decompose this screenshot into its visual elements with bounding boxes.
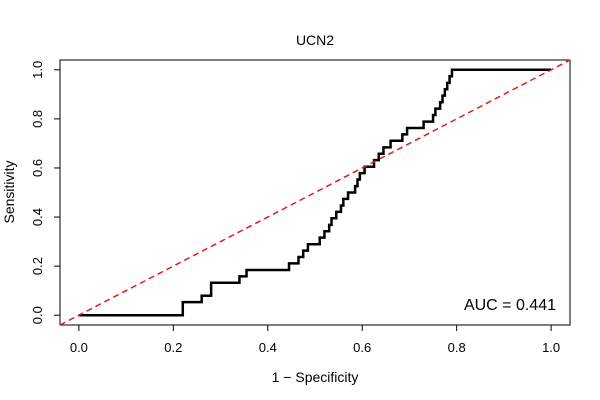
x-tick-label: 0.4 <box>259 340 277 355</box>
chart-title: UCN2 <box>296 32 334 48</box>
x-tick-label: 0.0 <box>70 340 88 355</box>
y-tick-label: 0.6 <box>30 159 45 177</box>
y-tick-label: 0.4 <box>30 208 45 226</box>
y-tick-label: 0.2 <box>30 257 45 275</box>
y-tick-label: 1.0 <box>30 61 45 79</box>
x-axis-label: 1 − Specificity <box>272 369 359 385</box>
auc-annotation: AUC = 0.441 <box>464 297 556 314</box>
y-tick-label: 0.0 <box>30 306 45 324</box>
x-axis: 0.0 0.2 0.4 0.6 0.8 1.0 <box>70 324 560 355</box>
plot-frame <box>59 59 571 326</box>
y-axis-label: Sensitivity <box>1 160 17 223</box>
series-layer <box>59 59 571 326</box>
x-tick-label: 0.6 <box>353 340 371 355</box>
reference-diagonal-line <box>59 59 571 326</box>
roc-curve <box>78 68 552 317</box>
x-tick-label: 1.0 <box>542 340 560 355</box>
x-tick-label: 0.2 <box>164 340 182 355</box>
x-tick-label: 0.8 <box>448 340 466 355</box>
y-axis: 0.0 0.2 0.4 0.6 0.8 1.0 <box>30 61 61 324</box>
y-tick-label: 0.8 <box>30 110 45 128</box>
